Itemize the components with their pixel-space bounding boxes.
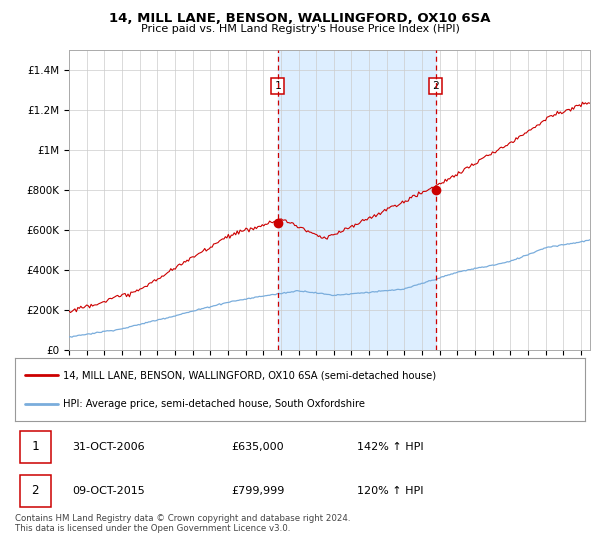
Text: Contains HM Land Registry data © Crown copyright and database right 2024.
This d: Contains HM Land Registry data © Crown c… [15, 514, 350, 534]
Text: 1: 1 [274, 81, 281, 91]
Text: £635,000: £635,000 [232, 442, 284, 452]
Text: 31-OCT-2006: 31-OCT-2006 [72, 442, 145, 452]
Text: 14, MILL LANE, BENSON, WALLINGFORD, OX10 6SA: 14, MILL LANE, BENSON, WALLINGFORD, OX10… [109, 12, 491, 25]
FancyBboxPatch shape [20, 431, 51, 463]
Text: 09-OCT-2015: 09-OCT-2015 [72, 486, 145, 496]
Text: 142% ↑ HPI: 142% ↑ HPI [357, 442, 424, 452]
Text: HPI: Average price, semi-detached house, South Oxfordshire: HPI: Average price, semi-detached house,… [64, 399, 365, 409]
Text: 2: 2 [31, 484, 39, 497]
Bar [278, 50, 436, 350]
Text: 14, MILL LANE, BENSON, WALLINGFORD, OX10 6SA (semi-detached house): 14, MILL LANE, BENSON, WALLINGFORD, OX10… [64, 370, 437, 380]
Text: 2: 2 [433, 81, 439, 91]
Text: Price paid vs. HM Land Registry's House Price Index (HPI): Price paid vs. HM Land Registry's House … [140, 24, 460, 34]
FancyBboxPatch shape [20, 475, 51, 507]
Text: 120% ↑ HPI: 120% ↑ HPI [357, 486, 424, 496]
Text: £799,999: £799,999 [232, 486, 285, 496]
Text: 1: 1 [31, 440, 39, 454]
